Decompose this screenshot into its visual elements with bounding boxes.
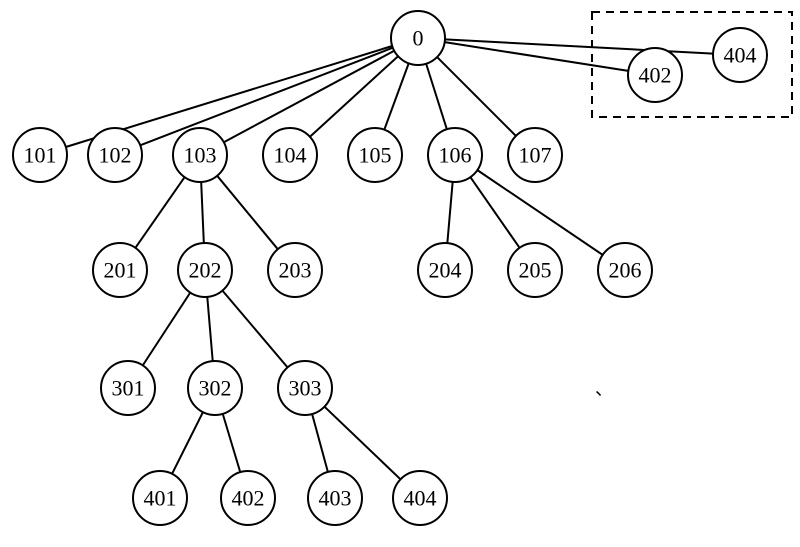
tree-edge — [325, 407, 401, 480]
tree-node: 404 — [713, 28, 767, 82]
tree-edge — [222, 291, 287, 368]
node-label: 104 — [274, 143, 307, 168]
tree-node: 106 — [428, 128, 482, 182]
node-label: 301 — [112, 376, 145, 401]
node-label: 204 — [429, 258, 462, 283]
tree-edge — [384, 63, 408, 129]
tree-node: 102 — [88, 128, 142, 182]
tree-edge — [447, 182, 452, 243]
tree-edge — [201, 182, 204, 243]
node-label: 202 — [189, 258, 222, 283]
tree-node: 107 — [508, 128, 562, 182]
tree-edge — [207, 297, 212, 361]
node-label: 0 — [413, 26, 424, 51]
tree-node: 404 — [393, 471, 447, 525]
node-label: 205 — [519, 258, 552, 283]
tree-node: 302 — [188, 361, 242, 415]
node-label: 402 — [639, 63, 672, 88]
tree-node: 401 — [133, 471, 187, 525]
nodes-layer: 0 101 102 103 104 105 106 107 201 202 203 204 205 206… — [13, 11, 767, 525]
tree-edge — [426, 64, 447, 130]
tree-edge — [217, 176, 278, 249]
tree-node: 204 — [418, 243, 472, 297]
node-label: 105 — [359, 143, 392, 168]
tree-node: 201 — [93, 243, 147, 297]
tree-node: 0 — [391, 11, 445, 65]
node-label: 203 — [279, 258, 312, 283]
tree-edge — [437, 57, 516, 136]
node-label: 201 — [104, 258, 137, 283]
tree-edge — [445, 39, 713, 53]
tree-edge — [470, 177, 519, 248]
tree-node: 103 — [173, 128, 227, 182]
node-label: 101 — [24, 143, 57, 168]
tree-node: 303 — [278, 361, 332, 415]
tree-node: 301 — [101, 361, 155, 415]
tree-edge — [135, 177, 184, 248]
node-label: 106 — [439, 143, 472, 168]
node-label: 102 — [99, 143, 132, 168]
stray-mark: 、 — [595, 379, 613, 399]
tree-node: 203 — [268, 243, 322, 297]
tree-edge — [445, 42, 629, 71]
node-label: 402 — [232, 486, 265, 511]
tree-node: 403 — [308, 471, 362, 525]
tree-node: 105 — [348, 128, 402, 182]
tree-node: 205 — [508, 243, 562, 297]
node-label: 404 — [404, 486, 437, 511]
tree-node: 402 — [221, 471, 275, 525]
node-label: 206 — [609, 258, 642, 283]
tree-node: 104 — [263, 128, 317, 182]
node-label: 103 — [184, 143, 217, 168]
tree-edge — [172, 412, 203, 474]
tree-node: 202 — [178, 243, 232, 297]
tree-node: 101 — [13, 128, 67, 182]
tree-edge — [312, 414, 328, 472]
tree-node: 206 — [598, 243, 652, 297]
node-label: 404 — [724, 43, 757, 68]
tree-diagram: 0 101 102 103 104 105 106 107 201 202 203 204 205 206… — [0, 0, 800, 547]
tree-node: 402 — [628, 48, 682, 102]
tree-edge — [223, 414, 240, 472]
node-label: 303 — [289, 376, 322, 401]
node-label: 302 — [199, 376, 232, 401]
node-label: 107 — [519, 143, 552, 168]
node-label: 403 — [319, 486, 352, 511]
node-label: 401 — [144, 486, 177, 511]
tree-edge — [143, 293, 190, 366]
